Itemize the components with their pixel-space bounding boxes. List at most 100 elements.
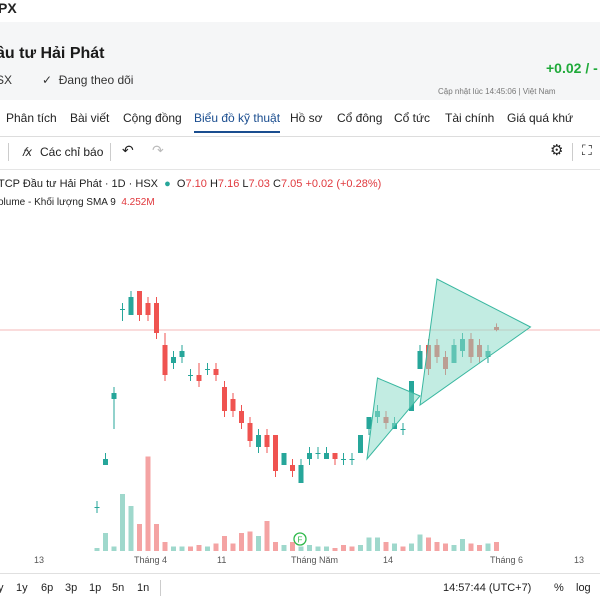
high-value: 7.16 — [217, 178, 240, 190]
volume-bar — [145, 456, 151, 551]
volume-bar — [324, 546, 329, 551]
volume-bar — [230, 543, 236, 551]
volume-bar — [162, 542, 168, 551]
candle-body — [400, 429, 406, 430]
x-tick-label: 13 — [34, 555, 45, 565]
indicators-button[interactable]: Các chỉ báo — [40, 145, 104, 159]
high-label: H — [209, 178, 218, 190]
check-icon: ✓ — [42, 73, 53, 87]
candle-body — [332, 453, 338, 459]
candle-body — [230, 399, 236, 411]
volume-bar — [451, 545, 457, 551]
follow-status[interactable]: ✓ Đang theo dõi — [42, 73, 133, 87]
ticker-symbol: PX — [0, 0, 17, 16]
tab-price-history[interactable]: Giá quá khứ — [507, 111, 574, 125]
range-button[interactable]: 5n — [112, 582, 125, 594]
triangle-pattern — [366, 377, 421, 461]
volume-bar — [409, 543, 414, 551]
tab-analysis[interactable]: Phân tích — [6, 111, 57, 125]
volume-bar — [426, 537, 431, 551]
percent-toggle[interactable]: % — [554, 582, 564, 594]
bottom-bar: y 1y 6p 3p 1p 5n 1n 14:57:44 (UTC+7) % l… — [0, 573, 600, 601]
volume-bar — [417, 534, 423, 551]
range-button[interactable]: 1n — [137, 582, 150, 594]
fx-icon[interactable]: 𝑓x — [22, 145, 32, 159]
volume-bar — [341, 545, 346, 551]
candle-body — [94, 507, 100, 508]
volume-bar — [264, 521, 270, 551]
volume-bar — [400, 546, 406, 551]
volume-bar — [120, 494, 125, 551]
candle-body — [205, 369, 210, 370]
range-button[interactable]: 6p — [41, 582, 54, 594]
event-marker-icon — [293, 532, 307, 546]
volume-bar — [256, 536, 261, 551]
candle-body — [213, 369, 219, 375]
candle-body — [145, 303, 151, 315]
x-axis: 13 Tháng 4 11 Tháng Năm 14 Tháng 6 13 — [0, 551, 600, 571]
volume-bar — [468, 543, 474, 551]
candle-body — [298, 465, 304, 483]
fullscreen-icon[interactable]: ⛶ — [582, 142, 592, 158]
tab-technical-chart[interactable]: Biểu đồ kỹ thuật — [194, 111, 281, 133]
volume-bar — [213, 543, 219, 551]
volume-bar — [111, 546, 117, 551]
candle-body — [154, 303, 159, 333]
x-tick-label: 14 — [383, 555, 394, 565]
tab-articles[interactable]: Bài viết — [70, 111, 110, 125]
tab-dividends[interactable]: Cổ tức — [394, 111, 431, 125]
close-label: C — [273, 178, 281, 190]
undo-icon[interactable]: ↶ — [122, 142, 134, 158]
range-button[interactable]: 1p — [89, 582, 102, 594]
volume-bar — [290, 542, 295, 551]
volume-bar — [383, 542, 389, 551]
volume-bar — [332, 548, 338, 551]
tab-shareholders[interactable]: Cổ đông — [337, 111, 383, 125]
toolbar-divider — [572, 143, 573, 161]
updated-time: Cập nhật lúc 14:45:06 | Việt Nam — [438, 87, 556, 96]
candle-body — [358, 435, 363, 453]
volume-bar — [222, 536, 227, 551]
candle-body — [137, 291, 142, 315]
candle-body — [188, 375, 193, 376]
volume-bar — [154, 524, 159, 551]
chart-toolbar: 𝑓x Các chỉ báo ↶ ↷ ⚙ ⛶ — [0, 137, 600, 170]
range-button[interactable]: 1y — [16, 582, 28, 594]
volume-bar — [196, 545, 202, 551]
open-value: 7.10 — [185, 178, 207, 190]
candle-body — [307, 453, 312, 459]
close-value: 7.05 — [280, 178, 303, 190]
price-change: +0.02 / - — [546, 60, 598, 76]
candle-body — [222, 387, 227, 411]
volume-bar — [239, 533, 244, 551]
tab-community[interactable]: Cộng đồng — [123, 111, 182, 125]
candle-body — [103, 459, 108, 465]
candlestick-chart[interactable]: F — [0, 170, 600, 551]
settings-gear-icon[interactable]: ⚙ — [550, 142, 564, 159]
volume-bar — [375, 537, 380, 551]
tab-profile[interactable]: Hồ sơ — [290, 111, 323, 125]
candle-body — [281, 453, 287, 465]
log-toggle[interactable]: log — [576, 582, 591, 594]
price-legend: TCP Đầu tư Hải Phát · 1D · HSX ● O7.10 H… — [0, 178, 381, 190]
low-value: 7.03 — [248, 178, 270, 190]
volume-bar — [171, 546, 176, 551]
volume-bar — [179, 546, 185, 551]
tab-financials[interactable]: Tài chính — [445, 111, 495, 125]
volume-bar — [205, 546, 210, 551]
candle-body — [349, 459, 355, 460]
x-tick-label: 11 — [217, 555, 227, 565]
volume-bar — [137, 524, 142, 551]
volume-bar — [477, 545, 482, 551]
volume-bar — [485, 543, 491, 551]
x-tick-label: Tháng Năm — [291, 555, 339, 565]
candle-body — [196, 375, 202, 381]
candle-body — [171, 357, 176, 363]
volume-bar — [247, 531, 253, 551]
candle-body — [120, 309, 125, 310]
volume-bar — [94, 548, 100, 551]
range-button[interactable]: 3p — [65, 582, 78, 594]
range-button[interactable]: y — [0, 582, 4, 594]
symbol-label: TCP Đầu tư Hải Phát · 1D · HSX — [0, 178, 158, 190]
redo-icon[interactable]: ↷ — [152, 142, 164, 158]
